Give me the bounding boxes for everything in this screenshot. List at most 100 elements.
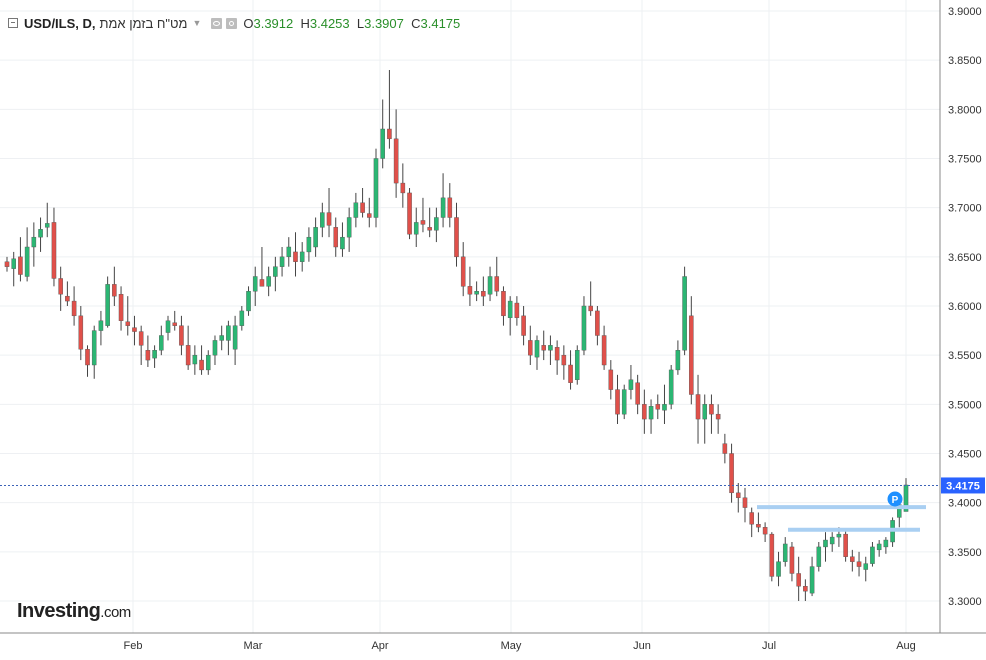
x-tick-label: May [501, 640, 522, 652]
candle [132, 315, 137, 346]
candle-body [762, 527, 768, 535]
candle [595, 306, 600, 346]
y-tick-label: 3.4500 [948, 449, 982, 461]
candle-body [226, 325, 231, 341]
candle [367, 197, 372, 228]
candle [581, 296, 587, 356]
candle [85, 345, 90, 377]
candle-body [51, 222, 57, 279]
candle [138, 325, 144, 365]
candle-body [434, 217, 439, 231]
candle-body [749, 512, 754, 525]
candle [796, 556, 801, 601]
candle [24, 227, 30, 282]
candle [487, 266, 493, 302]
candle-body [360, 202, 365, 213]
candle-body [246, 291, 251, 312]
candle-body [742, 497, 748, 508]
candle [541, 330, 546, 361]
candle-body [769, 533, 775, 577]
candle-body [823, 539, 828, 548]
candle [105, 276, 110, 328]
candle [118, 286, 124, 331]
low-value: 3.3907 [364, 15, 404, 31]
y-tick-label: 3.6500 [948, 252, 982, 264]
candle-body [44, 223, 50, 228]
candle-body [273, 266, 278, 277]
candle-body [615, 389, 620, 415]
collapse-icon[interactable] [8, 18, 18, 28]
candle-body [118, 294, 124, 321]
candle-body [668, 369, 674, 405]
candle [507, 296, 513, 336]
candle-body [782, 543, 788, 562]
candle-body [340, 236, 345, 250]
candle [373, 148, 379, 228]
candle [346, 207, 352, 252]
candle [514, 296, 520, 326]
candle [876, 540, 882, 557]
candle-body [212, 340, 218, 356]
candle [279, 247, 285, 277]
candle-body [320, 212, 325, 228]
candle [273, 256, 278, 292]
candle [78, 306, 84, 361]
x-tick-label: Mar [244, 640, 263, 652]
x-tick-label: Jun [633, 640, 651, 652]
candle [447, 183, 453, 228]
candle-body [856, 561, 862, 567]
y-tick-label: 3.8000 [948, 104, 982, 116]
candle-body [152, 350, 157, 359]
candle [682, 266, 687, 356]
candle [742, 487, 748, 523]
candle-body [179, 325, 184, 346]
candle-body [474, 291, 479, 295]
investing-logo: Investing.com [17, 600, 131, 623]
candle-body [346, 217, 352, 238]
x-tick-label: Aug [896, 640, 916, 652]
candle-body [883, 539, 889, 548]
candle-body [628, 379, 634, 390]
candle [474, 281, 479, 302]
candle [621, 384, 627, 420]
candle [293, 232, 298, 277]
candle [434, 207, 439, 243]
candle [803, 579, 808, 601]
candle-body [286, 246, 292, 258]
candle-body [306, 236, 312, 253]
candle [252, 266, 258, 306]
candle [219, 325, 224, 351]
candle [11, 251, 16, 287]
eye-icon[interactable] [211, 17, 223, 29]
candle-body [232, 325, 238, 350]
candle-body [4, 261, 10, 267]
candle-body [487, 276, 493, 295]
candle [58, 266, 63, 311]
gear-icon[interactable] [226, 17, 238, 29]
candle-body [440, 197, 446, 218]
candle-body [219, 335, 224, 341]
candle [152, 345, 157, 368]
candle-body [662, 404, 667, 411]
candle-body [353, 202, 359, 218]
candle [494, 256, 500, 297]
candle [561, 345, 567, 380]
candle [427, 207, 432, 238]
candle [98, 310, 104, 346]
candle-body [776, 561, 781, 577]
candle-body [481, 291, 486, 297]
candle-body [11, 258, 16, 269]
y-tick-label: 3.7500 [948, 154, 982, 166]
candle-body [789, 546, 795, 574]
close-value: 3.4175 [420, 15, 461, 31]
chevron-down-icon[interactable]: ▼ [192, 18, 202, 28]
candle [689, 296, 694, 405]
candle [554, 340, 560, 375]
candle-body [554, 347, 560, 361]
candle-body [185, 345, 191, 366]
candle-body [843, 533, 848, 557]
candle [823, 532, 828, 562]
candle [266, 266, 271, 297]
candle-body [803, 586, 808, 592]
